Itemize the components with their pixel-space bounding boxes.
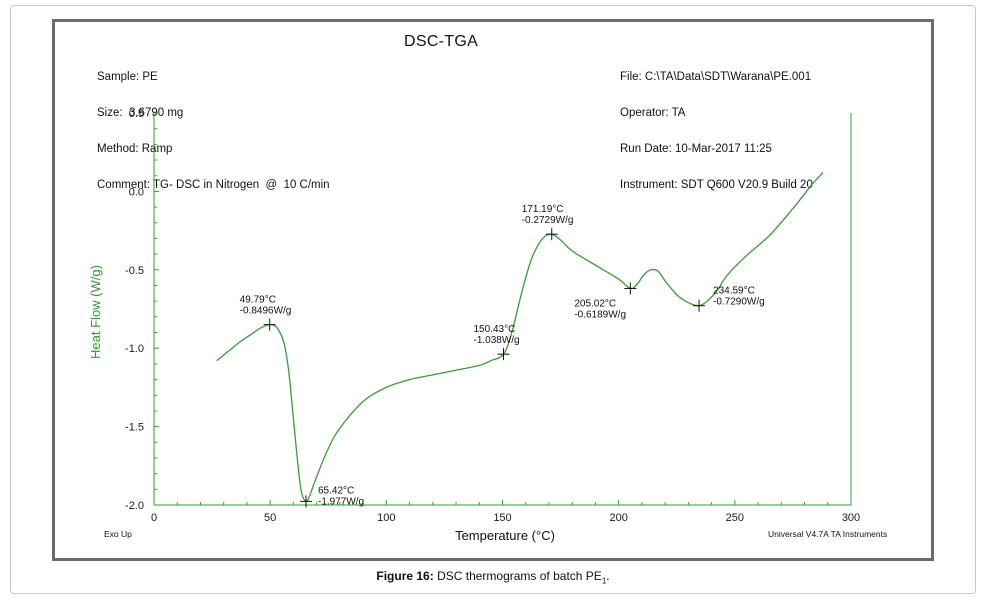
peak-annotation: 171.19°C-0.2729W/g — [522, 204, 574, 241]
file-line: File: C:\TA\Data\SDT\Warana\PE.001 — [620, 71, 812, 83]
x-axis-label: Temperature (°C) — [455, 528, 555, 543]
comment-line: Comment: TG- DSC in Nitrogen @ 10 C/min — [97, 179, 330, 191]
peak-annotation: 150.43°C-1.038W/g — [473, 324, 520, 361]
instrument-line: Instrument: SDT Q600 V20.9 Build 20 — [620, 179, 813, 191]
heat-flow-curve — [216, 172, 824, 503]
peak-label: 150.43°C — [473, 324, 515, 335]
caption-subscript: 1 — [601, 576, 607, 586]
exo-up-label: Exo Up — [104, 529, 132, 539]
software-label: Universal V4.7A TA Instruments — [768, 529, 888, 539]
figure-caption: Figure 16: DSC thermograms of batch PE1. — [0, 569, 986, 585]
y-tick-label: -2.0 — [125, 500, 144, 512]
y-axis-label: Heat Flow (W/g) — [88, 265, 103, 359]
peak-label: 65.42°C — [318, 485, 354, 496]
x-tick-label: 0 — [151, 512, 157, 524]
caption-text: DSC thermograms of batch PE — [433, 569, 602, 583]
peak-label: -0.7290W/g — [713, 297, 765, 308]
sample-info: Sample: PE Size: 3.6790 mg Method: Ramp … — [97, 47, 330, 203]
peak-label: -1.038W/g — [473, 335, 519, 346]
file-info: File: C:\TA\Data\SDT\Warana\PE.001 Opera… — [620, 47, 813, 203]
x-tick-label: 150 — [493, 512, 511, 524]
peak-annotation: 49.79°C-0.8496W/g — [240, 295, 292, 331]
caption-figure-number: Figure 16: — [376, 569, 434, 583]
y-tick-label: 0.5 — [129, 108, 144, 120]
peak-annotation: 234.59°C-0.7290W/g — [693, 286, 765, 312]
sample-line: Sample: PE — [97, 71, 158, 83]
x-tick-label: 200 — [609, 512, 627, 524]
y-tick-label: -1.0 — [125, 343, 144, 355]
peak-label: 171.19°C — [522, 204, 564, 215]
peak-label: -1.977W/g — [318, 496, 364, 507]
peak-label: 49.79°C — [240, 295, 276, 306]
caption-end: . — [606, 569, 610, 583]
peak-label: -0.8496W/g — [240, 306, 292, 317]
x-tick-label: 100 — [377, 512, 395, 524]
size-line: Size: 3.6790 mg — [97, 107, 184, 119]
chart-title: DSC-TGA — [404, 33, 479, 50]
y-tick-label: 0.0 — [129, 186, 144, 198]
peak-annotation: 65.42°C-1.977W/g — [299, 485, 364, 508]
x-tick-label: 300 — [842, 512, 860, 524]
x-tick-label: 250 — [726, 512, 744, 524]
chart-frame — [52, 19, 934, 561]
peak-label: 234.59°C — [713, 286, 755, 297]
peak-annotation: 205.02°C-0.6189W/g — [574, 282, 637, 320]
operator-line: Operator: TA — [620, 107, 686, 119]
y-tick-label: -1.5 — [125, 422, 144, 434]
peak-label: -0.2729W/g — [522, 215, 574, 226]
chart-panel — [55, 22, 931, 558]
y-tick-label: -0.5 — [125, 265, 144, 277]
method-line: Method: Ramp — [97, 143, 173, 155]
peak-label: 205.02°C — [574, 298, 616, 309]
run-date-line: Run Date: 10-Mar-2017 11:25 — [620, 143, 772, 155]
x-tick-label: 50 — [264, 512, 276, 524]
peak-label: -0.6189W/g — [574, 309, 626, 320]
